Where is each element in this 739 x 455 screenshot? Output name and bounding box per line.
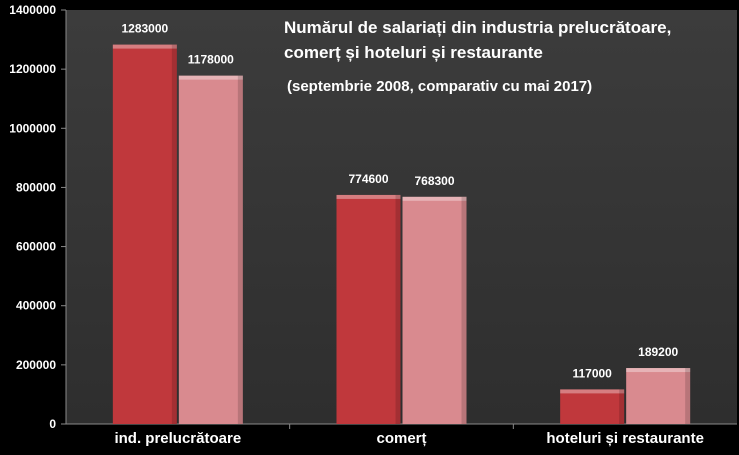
y-tick-label: 800000 bbox=[16, 180, 56, 194]
bar-top-highlight bbox=[626, 368, 691, 373]
y-tick-label: 1200000 bbox=[9, 62, 56, 76]
y-tick-label: 1000000 bbox=[9, 121, 56, 135]
bar-top-highlight bbox=[112, 44, 177, 49]
bar-top-highlight bbox=[336, 194, 401, 199]
chart-subtitle: (septembrie 2008, comparativ cu mai 2017… bbox=[287, 78, 592, 95]
plot-area bbox=[66, 10, 737, 424]
bar bbox=[626, 368, 691, 424]
bar-top-highlight bbox=[402, 196, 467, 201]
bar-side-shade bbox=[395, 194, 401, 424]
bar-top-highlight bbox=[560, 389, 625, 394]
bars: 1283000 1178000 774600 768300 117000 189200 bbox=[112, 22, 691, 425]
y-tick-label: 400000 bbox=[16, 299, 56, 313]
category-label: ind. prelucrătoare bbox=[114, 430, 241, 447]
bar-side-shade bbox=[237, 75, 243, 425]
bar bbox=[112, 44, 177, 424]
bar-side-shade bbox=[619, 389, 625, 424]
y-axis-ticks: 0 200000 400000 600000 800000 1000000 1200000 1… bbox=[9, 3, 66, 431]
bar-side-shade bbox=[685, 368, 691, 424]
y-tick-label: 0 bbox=[49, 417, 56, 431]
category-label: comerț bbox=[376, 430, 426, 447]
bar bbox=[402, 196, 467, 424]
bar-side-shade bbox=[461, 196, 467, 424]
y-tick-label: 1400000 bbox=[9, 3, 56, 17]
data-label: 1178000 bbox=[188, 53, 234, 67]
chart-title-line-1: Numărul de salariați din industria prelu… bbox=[284, 18, 671, 37]
data-label: 189200 bbox=[638, 345, 678, 359]
y-tick-label: 600000 bbox=[16, 240, 56, 254]
data-label: 1283000 bbox=[121, 22, 168, 36]
bar bbox=[178, 75, 243, 425]
category-labels: ind. prelucrătoare comerț hoteluri și rest… bbox=[114, 424, 704, 447]
chart-title-line-2: comerț și hoteluri și restaurante bbox=[284, 43, 543, 62]
bar bbox=[336, 194, 401, 424]
bar-top-highlight bbox=[178, 75, 243, 80]
data-label: 768300 bbox=[414, 174, 454, 188]
data-label: 117000 bbox=[572, 366, 612, 380]
data-label: 774600 bbox=[348, 172, 388, 186]
category-label: hoteluri și restaurante bbox=[546, 430, 704, 447]
bar-side-shade bbox=[171, 44, 177, 424]
y-tick-label: 200000 bbox=[16, 358, 56, 372]
bar bbox=[560, 389, 625, 424]
